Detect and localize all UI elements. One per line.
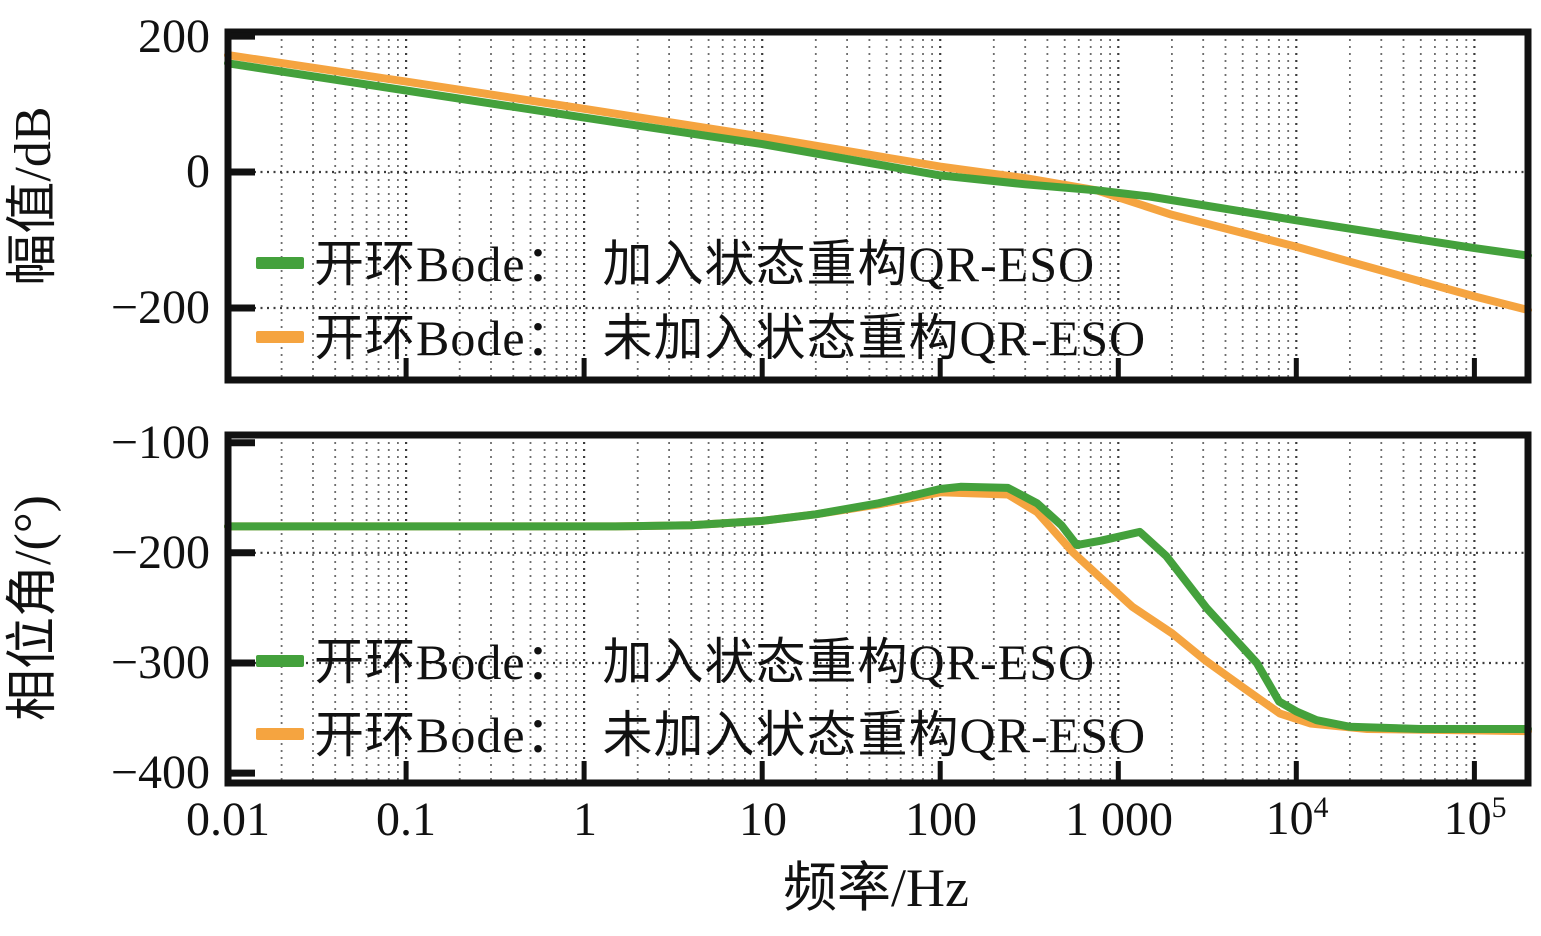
legend-phase-without-eso-label: 开环Bode： 未加入状态重构QR-ESO	[314, 707, 1147, 763]
xtick-1000-text: 1 000	[1065, 793, 1173, 846]
mag-ytick-200: 200	[138, 10, 210, 63]
xtick-1e4: 104	[1266, 793, 1329, 843]
xtick-1000: 1 000	[1065, 796, 1173, 844]
legend-mag-with-eso-label: 开环Bode： 加入状态重构QR-ESO	[314, 236, 1096, 292]
phase-ytick-neg300: −300	[110, 636, 210, 689]
legend-phase-with-eso-label: 开环Bode： 加入状态重构QR-ESO	[314, 634, 1096, 690]
legend-swatch-green-phase	[256, 655, 304, 667]
frequency-axis-title: 频率/Hz	[783, 858, 969, 918]
xtick-1: 1	[573, 796, 597, 844]
legend-mag-without-eso-label: 开环Bode： 未加入状态重构QR-ESO	[314, 310, 1147, 366]
xtick-100: 100	[905, 796, 977, 844]
phase-panel	[224, 431, 1532, 787]
mag-ytick-neg200: −200	[110, 281, 210, 334]
phase-ytick-neg100: −100	[110, 416, 210, 469]
xtick-10-text: 10	[739, 793, 787, 846]
magnitude-panel	[224, 28, 1532, 384]
xtick-0p01: 0.01	[186, 796, 270, 844]
mag-axis-title: 幅值/dB	[5, 106, 62, 286]
legend-swatch-orange-mag	[256, 331, 304, 343]
magnitude-curve-with-qr-eso	[224, 59, 1532, 260]
xtick-100-text: 100	[905, 793, 977, 846]
legend-swatch-orange-phase	[256, 728, 304, 740]
phase-ytick-neg400: −400	[110, 746, 210, 799]
xtick-1e4-exp: 4	[1313, 791, 1329, 824]
xtick-1e5-exp: 5	[1491, 791, 1507, 824]
xtick-0p01-text: 0.01	[186, 793, 270, 846]
xtick-1-text: 1	[573, 793, 597, 846]
magnitude-curve-without-qr-eso	[224, 51, 1532, 314]
xtick-10: 10	[739, 796, 787, 844]
xtick-0p1: 0.1	[376, 796, 436, 844]
phase-axis-title: 相位角/(°)	[5, 495, 62, 721]
xtick-1e4-base: 10	[1265, 792, 1314, 845]
phase-curve-with-qr-eso	[224, 482, 1532, 733]
mag-ytick-0: 0	[186, 145, 210, 198]
xtick-0p1-text: 0.1	[376, 793, 436, 846]
xtick-1e5-base: 10	[1443, 792, 1492, 845]
xtick-1e5: 105	[1444, 793, 1507, 843]
legend-swatch-green-mag	[256, 257, 304, 269]
phase-ytick-neg200: −200	[110, 526, 210, 579]
